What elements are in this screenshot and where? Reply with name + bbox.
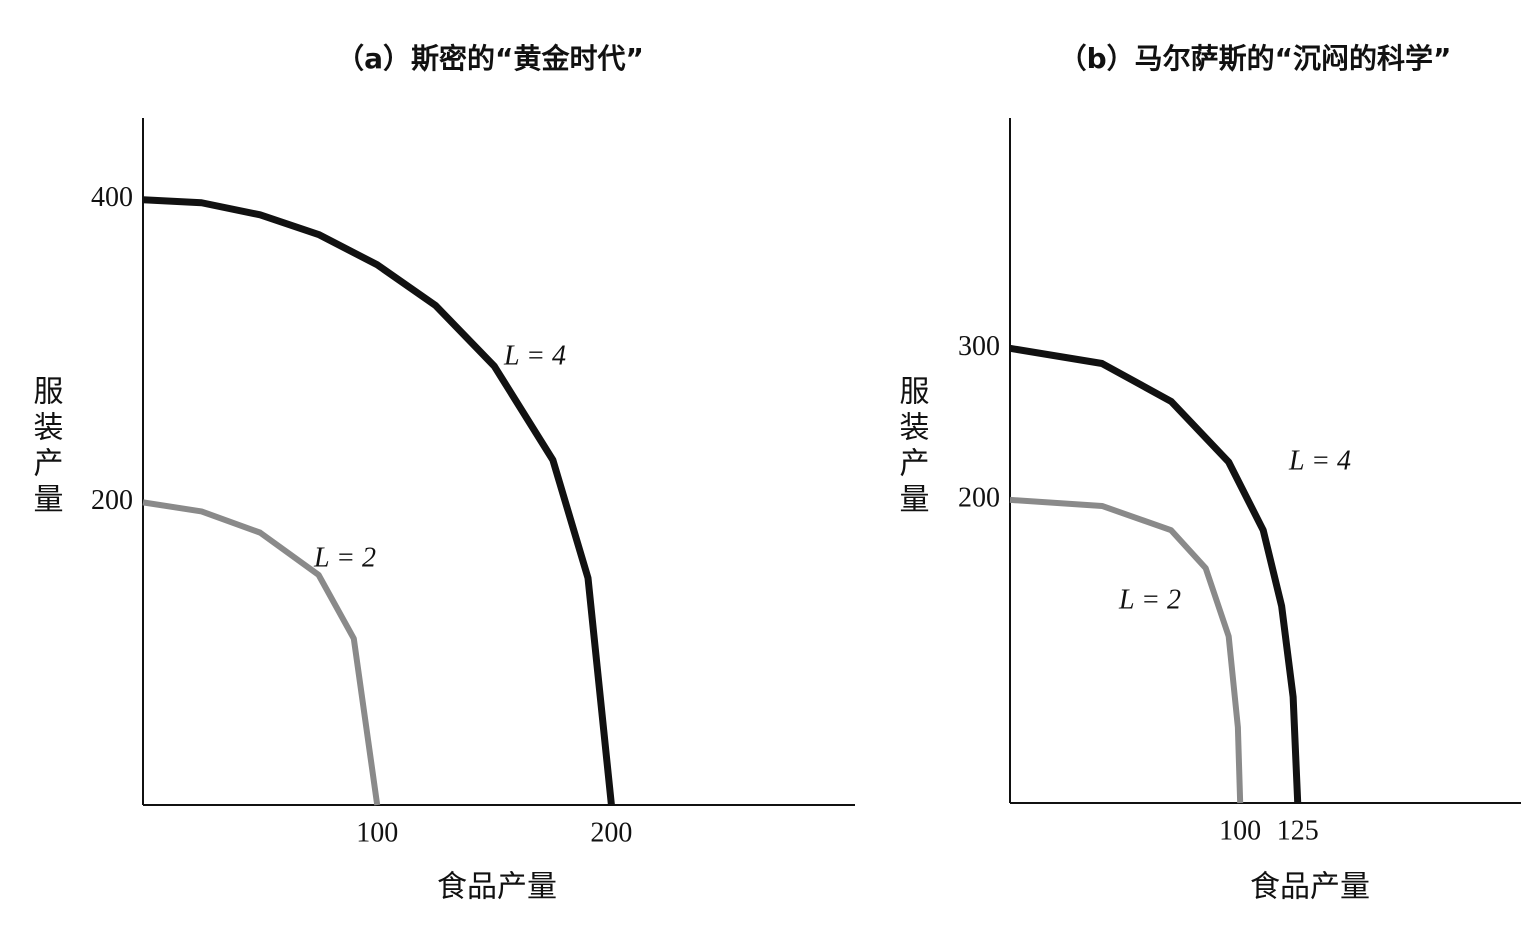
x-axis-label: 食品产量	[1250, 870, 1370, 905]
curve	[1009, 496, 1244, 804]
chart-title: （a）斯密的“黄金时代”	[336, 42, 644, 75]
y-tick-label: 400	[91, 182, 133, 213]
curve-label: L = 2	[1118, 584, 1181, 615]
curve	[1009, 344, 1302, 804]
curve-label: L = 4	[1288, 445, 1351, 476]
chart-title: （b）马尔萨斯的“沉闷的科学”	[1059, 42, 1452, 75]
y-tick-label: 200	[91, 485, 133, 516]
y-axis-label: 服装产量	[894, 375, 929, 519]
y-axis-label: 服装产量	[28, 375, 63, 519]
curve-label: L = 4	[503, 340, 566, 371]
curve	[142, 499, 381, 806]
x-tick-label: 100	[1219, 815, 1261, 846]
x-tick-label: 125	[1277, 815, 1319, 846]
curve	[142, 196, 615, 806]
x-axis-label: 食品产量	[437, 870, 557, 905]
x-tick-label: 100	[356, 817, 398, 848]
y-tick-label: 200	[958, 482, 1000, 513]
y-tick-label: 300	[958, 331, 1000, 362]
x-tick-label: 200	[590, 817, 632, 848]
curve-label: L = 2	[313, 542, 376, 573]
